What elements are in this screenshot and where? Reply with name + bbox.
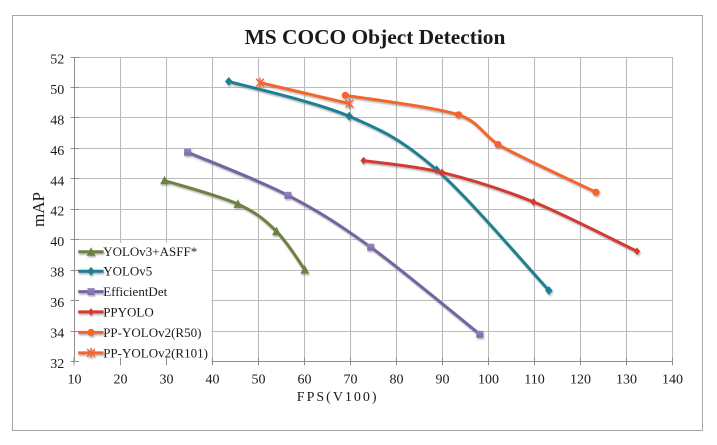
svg-text:38: 38 bbox=[50, 266, 64, 281]
svg-text:60: 60 bbox=[298, 373, 312, 388]
svg-text:52: 52 bbox=[50, 53, 64, 68]
svg-text:90: 90 bbox=[436, 373, 450, 388]
svg-text:EfficientDet: EfficientDet bbox=[103, 284, 167, 299]
svg-text:PP-YOLOv2(R50): PP-YOLOv2(R50) bbox=[103, 325, 201, 340]
svg-text:32: 32 bbox=[50, 357, 64, 372]
svg-text:PPYOLO: PPYOLO bbox=[103, 304, 154, 319]
svg-text:42: 42 bbox=[50, 205, 64, 220]
svg-text:140: 140 bbox=[662, 373, 683, 388]
svg-text:mAP: mAP bbox=[29, 192, 48, 227]
svg-text:YOLOv3+ASFF*: YOLOv3+ASFF* bbox=[103, 244, 197, 259]
svg-text:40: 40 bbox=[50, 235, 64, 250]
svg-text:100: 100 bbox=[478, 373, 499, 388]
svg-text:46: 46 bbox=[50, 144, 64, 159]
svg-text:YOLOv5: YOLOv5 bbox=[103, 264, 152, 279]
svg-text:48: 48 bbox=[50, 113, 64, 128]
svg-text:50: 50 bbox=[50, 83, 64, 98]
svg-text:70: 70 bbox=[344, 373, 358, 388]
svg-text:FPS(V100): FPS(V100) bbox=[297, 390, 379, 405]
svg-text:80: 80 bbox=[390, 373, 404, 388]
svg-text:10: 10 bbox=[68, 373, 82, 388]
svg-text:130: 130 bbox=[616, 373, 637, 388]
svg-text:34: 34 bbox=[50, 327, 64, 342]
svg-text:110: 110 bbox=[524, 373, 544, 388]
svg-text:20: 20 bbox=[114, 373, 128, 388]
svg-text:PP-YOLOv2(R101): PP-YOLOv2(R101) bbox=[103, 345, 208, 360]
svg-text:50: 50 bbox=[252, 373, 266, 388]
svg-text:30: 30 bbox=[160, 373, 174, 388]
svg-text:MS COCO Object Detection: MS COCO Object Detection bbox=[245, 25, 506, 49]
svg-text:120: 120 bbox=[570, 373, 591, 388]
svg-text:40: 40 bbox=[206, 373, 220, 388]
svg-text:44: 44 bbox=[50, 174, 64, 189]
svg-text:36: 36 bbox=[50, 296, 64, 311]
